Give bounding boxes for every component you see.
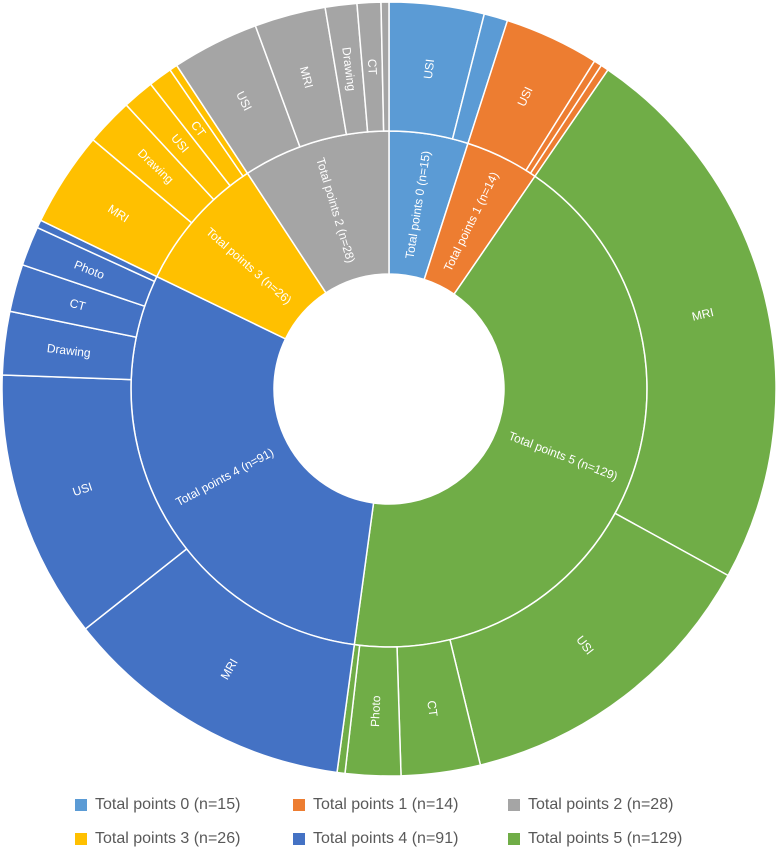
outer-label-3-3: CT <box>68 296 88 314</box>
legend-item-3: Total points 3 (n=26) <box>75 830 240 848</box>
legend-item-5: Total points 5 (n=129) <box>508 830 682 848</box>
outer-label-5-3: CT <box>365 59 380 76</box>
legend-swatch-5 <box>508 833 520 845</box>
legend-item-0: Total points 0 (n=15) <box>75 796 240 814</box>
outer-label-3-1: USI <box>71 480 94 500</box>
legend-label-2: Total points 2 (n=28) <box>528 796 674 813</box>
outer-label-2-0: MRI <box>690 305 715 324</box>
outer-segment-5-4 <box>380 1 390 132</box>
legend-item-1: Total points 1 (n=14) <box>293 796 458 814</box>
legend: Total points 0 (n=15) Total points 1 (n=… <box>0 790 778 852</box>
outer-segment-2-0 <box>533 68 777 577</box>
legend-label-0: Total points 0 (n=15) <box>95 796 241 813</box>
outer-label-2-2: CT <box>424 700 440 718</box>
legend-swatch-0 <box>75 799 87 811</box>
outer-label-0-0: USI <box>421 58 437 80</box>
outer-label-5-2: Drawing <box>339 46 358 91</box>
legend-swatch-2 <box>508 799 520 811</box>
legend-label-4: Total points 4 (n=91) <box>313 830 459 847</box>
legend-label-1: Total points 1 (n=14) <box>313 796 459 813</box>
legend-item-4: Total points 4 (n=91) <box>293 830 458 848</box>
legend-item-2: Total points 2 (n=28) <box>508 796 673 814</box>
legend-swatch-4 <box>293 833 305 845</box>
outer-label-5-1: MRI <box>297 65 316 90</box>
legend-swatch-1 <box>293 799 305 811</box>
legend-label-3: Total points 3 (n=26) <box>95 830 241 847</box>
outer-label-3-2: Drawing <box>46 341 91 360</box>
legend-swatch-3 <box>75 833 87 845</box>
outer-label-2-3: Photo <box>368 695 383 727</box>
legend-label-5: Total points 5 (n=129) <box>528 830 683 847</box>
